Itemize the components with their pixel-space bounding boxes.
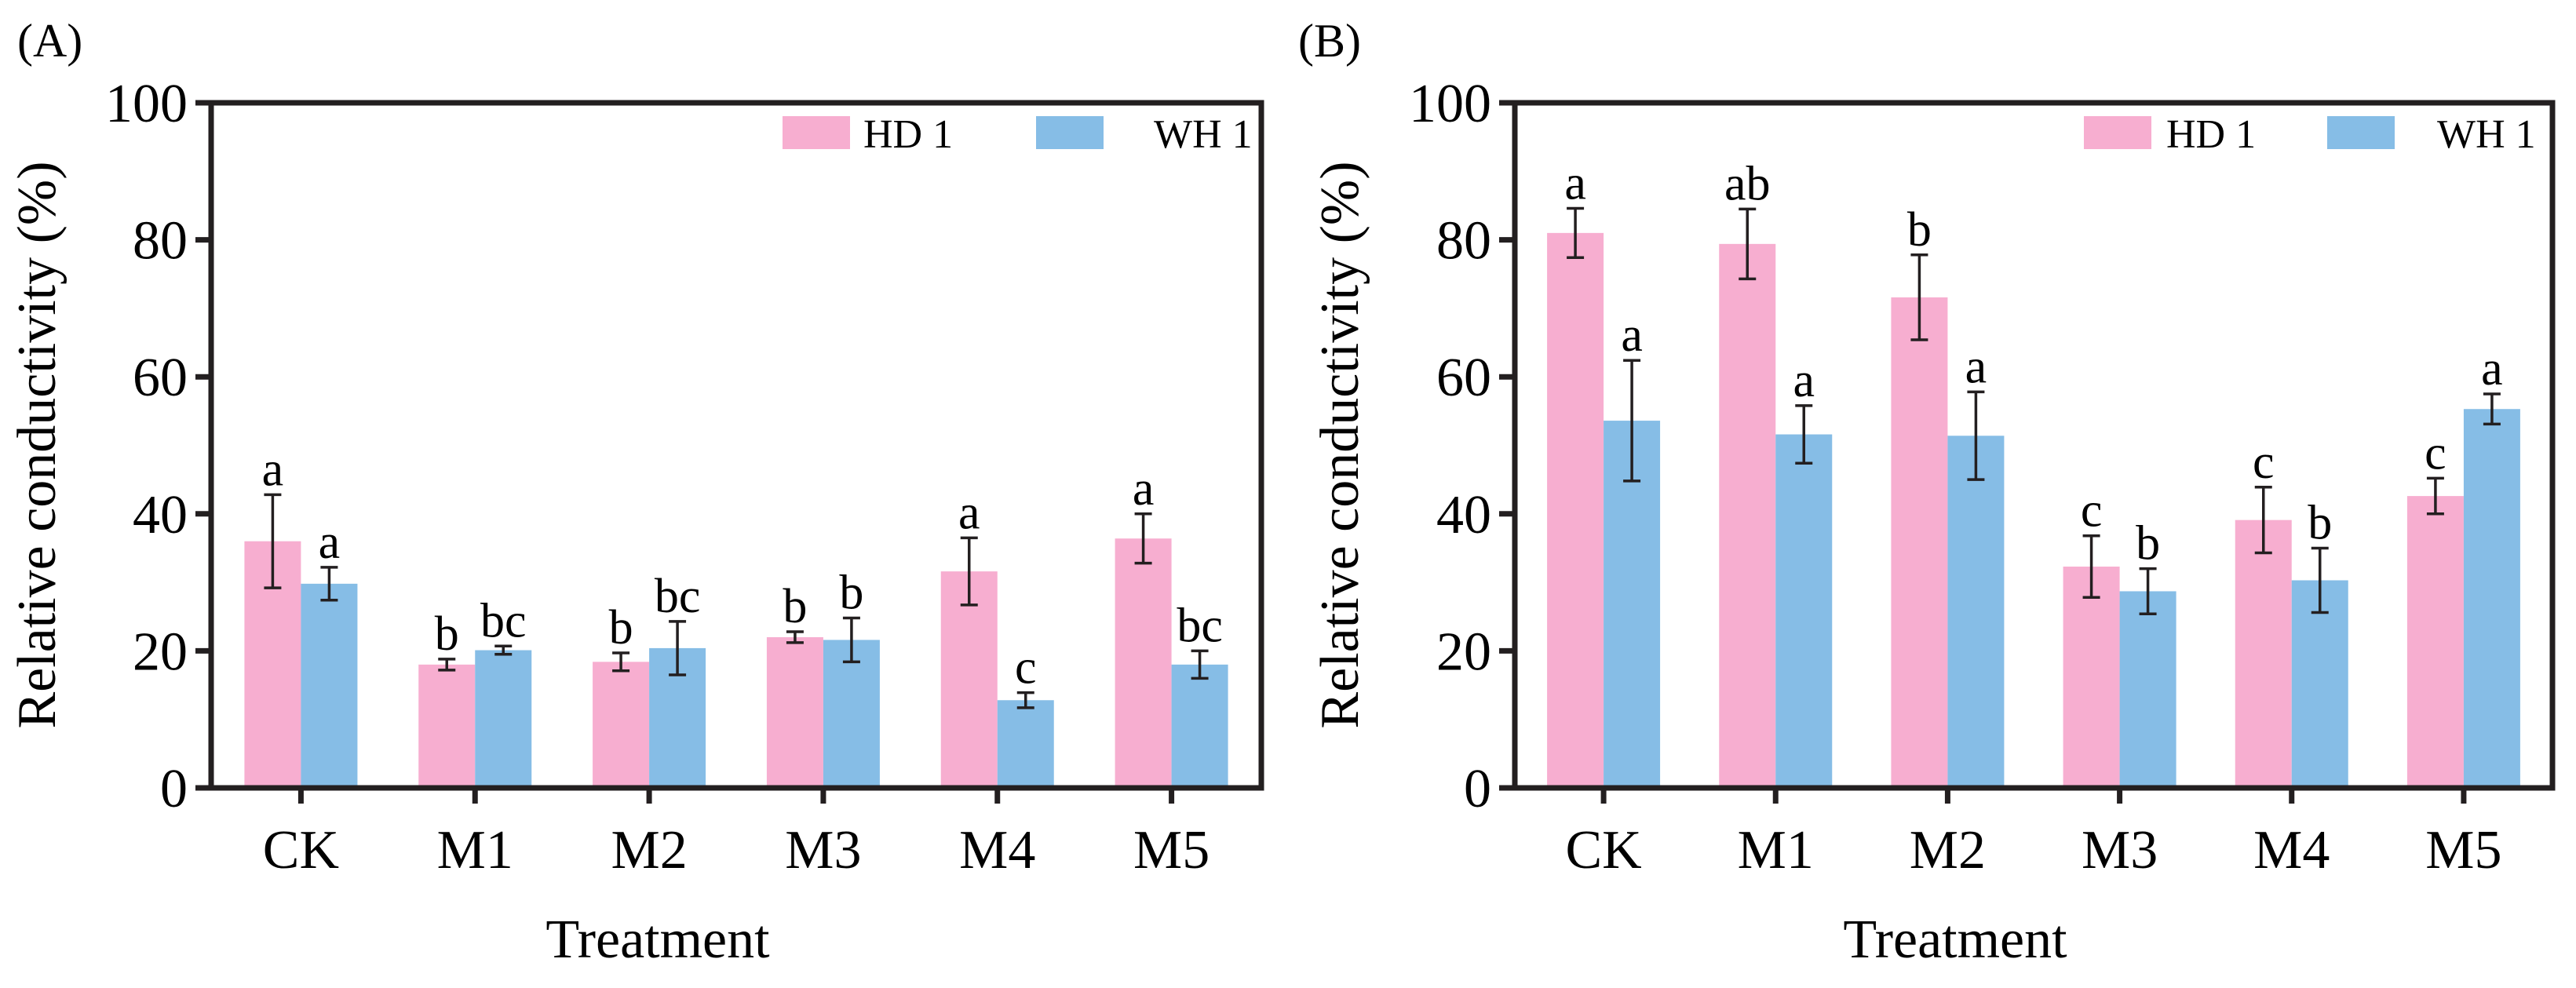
bar-hd1 (1891, 297, 1948, 788)
significance-letter: c (2425, 426, 2446, 479)
panel-label: (B) (1298, 15, 1361, 67)
x-tick-label: M1 (1738, 820, 1814, 880)
x-tick-label: M5 (1133, 820, 1210, 880)
x-axis-title: Treatment (1843, 910, 2067, 970)
significance-letter: bc (1177, 599, 1223, 652)
bar-hd1 (1719, 243, 1776, 788)
significance-letter: bc (655, 570, 701, 623)
y-tick-label: 60 (1436, 348, 1491, 408)
y-tick-label: 40 (1436, 485, 1491, 545)
significance-letter: b (609, 601, 633, 654)
bar-wh1 (301, 583, 358, 788)
significance-letter: b (839, 566, 863, 619)
significance-letter: b (2308, 496, 2332, 549)
y-tick-label: 80 (133, 211, 188, 272)
legend-swatch-wh1 (1036, 116, 1104, 149)
bar-hd1 (418, 664, 476, 788)
bar-wh1 (1775, 434, 1833, 788)
x-tick-label: M2 (1910, 820, 1986, 880)
bar-hd1 (593, 662, 650, 788)
significance-letter: a (1965, 340, 1987, 393)
bar-wh1 (2291, 580, 2348, 788)
significance-letter: c (2081, 484, 2103, 538)
y-tick-label: 100 (1409, 74, 1491, 134)
y-axis-title: Relative conductivity (%) (1310, 161, 1370, 728)
legend-swatch-wh1 (2327, 116, 2395, 149)
legend-label: HD 1 (2166, 112, 2256, 157)
bar-wh1 (823, 640, 880, 788)
legend-label: WH 1 (1154, 112, 1253, 157)
x-tick-label: M1 (437, 820, 513, 880)
x-tick-label: CK (263, 820, 339, 880)
chart-panel-b: (B)aaCKabaM1baM2cbM3cbM4caM5020406080100… (1298, 15, 2556, 970)
significance-letter: b (1907, 203, 1932, 257)
plot-frame (208, 100, 1264, 791)
bar-wh1 (2463, 409, 2520, 788)
significance-letter: a (1793, 354, 1815, 407)
significance-letter: a (1621, 308, 1643, 362)
y-tick-label: 20 (1436, 622, 1491, 682)
legend-swatch-hd1 (2084, 116, 2151, 149)
x-tick-label: M3 (2082, 820, 2158, 880)
legend-swatch-hd1 (783, 116, 850, 149)
significance-letter: a (319, 516, 341, 569)
bar-hd1 (2063, 567, 2120, 788)
y-tick-label: 80 (1436, 211, 1491, 272)
bar-hd1 (940, 571, 998, 788)
significance-letter: a (262, 443, 284, 496)
significance-letter: c (2253, 436, 2275, 489)
bar-hd1 (766, 636, 823, 788)
y-tick-label: 100 (105, 74, 188, 134)
significance-letter: b (435, 607, 459, 661)
y-tick-label: 20 (133, 622, 188, 682)
bar-wh1 (2119, 591, 2176, 788)
x-tick-label: M3 (785, 820, 861, 880)
legend-label: HD 1 (863, 112, 953, 157)
bar-wh1 (1171, 664, 1228, 788)
x-axis-title: Treatment (545, 910, 770, 970)
bar-wh1 (475, 650, 532, 788)
bar-hd1 (1115, 538, 1172, 788)
significance-letter: ab (1724, 157, 1771, 210)
significance-letter: a (958, 486, 980, 539)
x-tick-label: CK (1565, 820, 1641, 880)
significance-letter: bc (480, 594, 527, 647)
bar-wh1 (1947, 436, 2005, 788)
y-tick-label: 0 (160, 759, 188, 819)
plot-frame (1512, 100, 2556, 791)
y-tick-label: 60 (133, 348, 188, 408)
bar-hd1 (2406, 496, 2464, 788)
bar-hd1 (1547, 232, 1604, 788)
x-tick-label: M5 (2425, 820, 2501, 880)
significance-letter: c (1015, 641, 1037, 695)
x-tick-label: M2 (611, 820, 687, 880)
significance-letter: a (1133, 462, 1155, 516)
y-tick-label: 40 (133, 485, 188, 545)
y-axis-title: Relative conductivity (%) (7, 161, 68, 728)
bar-wh1 (997, 700, 1054, 788)
panel-label: (A) (17, 15, 82, 67)
significance-letter: b (2136, 517, 2160, 571)
significance-letter: a (2481, 342, 2503, 396)
x-tick-label: M4 (959, 820, 1035, 880)
y-tick-label: 0 (1464, 759, 1491, 819)
x-tick-label: M4 (2253, 820, 2330, 880)
significance-letter: a (1564, 156, 1586, 210)
legend-label: WH 1 (2437, 112, 2536, 157)
significance-letter: b (783, 580, 807, 633)
bar-hd1 (2235, 520, 2292, 788)
